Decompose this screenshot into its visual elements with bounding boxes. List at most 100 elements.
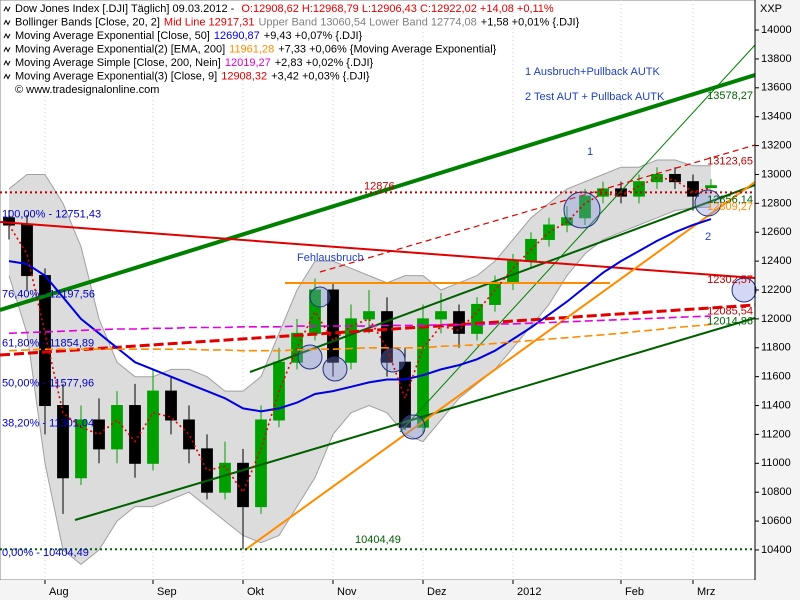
- candle-body: [93, 419, 105, 450]
- candle-body: [363, 311, 375, 320]
- y-tick-label: 12000: [761, 313, 792, 325]
- x-tick-label: Mrz: [697, 586, 715, 598]
- legend-line: Moving Average Exponential [Close, 50] 12…: [15, 30, 363, 42]
- fib-label: 61,80% - 11854,89: [2, 338, 94, 350]
- trend-lines: [0, 44, 756, 551]
- fib-label: 38,20% - 11301,04: [2, 418, 94, 430]
- candle-body: [165, 390, 177, 421]
- line-end-label: 12085,54: [707, 305, 753, 317]
- candle-body: [237, 462, 249, 508]
- y-tick-label: 12400: [761, 255, 792, 267]
- highlight-circles: [297, 189, 757, 440]
- legend-line: © www.tradesignalonline.com: [15, 84, 159, 96]
- line-end-label: 12014,86: [707, 316, 753, 328]
- candle-body: [57, 405, 69, 479]
- annotation: 2: [705, 231, 711, 243]
- fib-label: 100,00% - 12751,43: [2, 208, 101, 220]
- legend-part: Moving Average Exponential [Close, 50]: [15, 30, 210, 42]
- x-tick-label: Dez: [427, 586, 447, 598]
- legend-line: Dow Jones Index [.DJI] Täglich] 09.03.20…: [15, 3, 554, 15]
- legend-part: +2,83 +0,02% {.DJI}: [275, 57, 374, 69]
- level-label: 12876: [364, 180, 395, 192]
- legend-part: +7,33 +0,06% {Moving Average Exponential…: [278, 43, 496, 55]
- fib-label: 76,40% - 12197,56: [2, 288, 95, 300]
- legend-part: +9,43 +0,07% {.DJI}: [264, 30, 363, 42]
- indicator-line: [8, 218, 712, 413]
- trend-line: [0, 221, 756, 279]
- y-tick-label: 12200: [761, 284, 792, 296]
- x-tick-label: Sep: [157, 586, 177, 598]
- trend-line: [0, 73, 756, 312]
- y-axis-area: [755, 0, 800, 600]
- trend-line: [0, 303, 756, 357]
- legend-part: 12019,27: [225, 57, 271, 69]
- axis-unit: XXP: [760, 3, 782, 15]
- highlight-circle: [400, 414, 426, 440]
- candle-body: [579, 195, 591, 219]
- annotation: 1 Ausbruch+Pullback AUTK: [525, 66, 660, 78]
- y-tick-label: 11000: [761, 457, 791, 469]
- legend-part: O:12908,62 H:12968,79 L:12906,43 C:12922…: [241, 3, 554, 15]
- x-tick-label: Okt: [247, 586, 264, 598]
- y-tick-label: 11200: [761, 428, 791, 440]
- indicator-line: [8, 315, 712, 335]
- level-label: 10404,49: [355, 534, 401, 546]
- y-tick-label: 12600: [761, 226, 792, 238]
- y-tick-label: 14000: [761, 24, 792, 36]
- indicator-line: [8, 176, 712, 494]
- x-axis-area: [0, 580, 755, 600]
- candle-body: [75, 419, 87, 479]
- legend-part: 12690,87: [214, 30, 260, 42]
- y-tick-label: 12800: [761, 197, 792, 209]
- legend-part: +3,42 +0,03% {.DJI}: [271, 70, 370, 82]
- legend-part: Bollinger Bands [Close, 20, 2]: [15, 16, 160, 28]
- legend-icon: [3, 59, 11, 67]
- candle-body: [345, 318, 357, 363]
- band-upper: [8, 159, 712, 392]
- highlight-circle: [297, 344, 323, 370]
- y-tick-label: 10600: [761, 515, 792, 527]
- trend-line: [399, 44, 756, 433]
- legend-part: Mid Line 12917,31: [164, 16, 255, 28]
- trend-line: [319, 144, 756, 273]
- legend-part: +1,58 +0,01% {.DJI}: [481, 16, 580, 28]
- y-tick-label: 10400: [761, 544, 792, 556]
- legend-icon: [3, 73, 11, 80]
- y-tick-label: 13000: [761, 168, 792, 180]
- candle-body: [219, 462, 231, 493]
- highlight-circle: [380, 347, 406, 373]
- candle-body: [453, 311, 465, 334]
- legend-part: Upper Band 13060,54 Lower Band 12774,08: [258, 16, 476, 28]
- line-end-label: 12809,27: [707, 201, 753, 213]
- line-end-label: 12302,57: [707, 274, 753, 286]
- candle-body: [201, 448, 213, 493]
- x-tick-label: Feb: [625, 586, 644, 598]
- candle-body: [183, 419, 195, 450]
- candle-body: [381, 311, 393, 363]
- highlight-circle: [322, 356, 348, 382]
- highlight-circle: [563, 191, 601, 229]
- line-end-label: 13578,27: [707, 90, 753, 102]
- legend-part: Moving Average Simple [Close, 200, Nein]: [15, 57, 221, 69]
- candle-body: [129, 405, 141, 464]
- legend-line: Moving Average Simple [Close, 200, Nein]…: [15, 57, 374, 69]
- candle-body: [669, 173, 681, 183]
- candle-body: [705, 185, 717, 189]
- legend-icon: [3, 5, 11, 13]
- annotation: 1: [587, 146, 593, 158]
- indicator-line: [8, 323, 712, 352]
- annotation: Fehlausbruch: [297, 252, 364, 264]
- x-tick-label: Nov: [337, 586, 357, 598]
- highlight-circle: [694, 189, 722, 217]
- legend-icon: [3, 32, 11, 40]
- legend-icon: [3, 19, 11, 26]
- line-end-label: 12856,14: [707, 194, 753, 206]
- trend-line: [74, 317, 756, 521]
- y-tick-label: 11600: [761, 371, 791, 383]
- fib-label: 50,00% - 11577,96: [2, 378, 94, 390]
- x-tick-label: Aug: [49, 586, 69, 598]
- legend-line: Moving Average Exponential(3) [Close, 9]…: [15, 70, 370, 82]
- y-tick-label: 13200: [761, 139, 792, 151]
- highlight-circle: [309, 286, 331, 308]
